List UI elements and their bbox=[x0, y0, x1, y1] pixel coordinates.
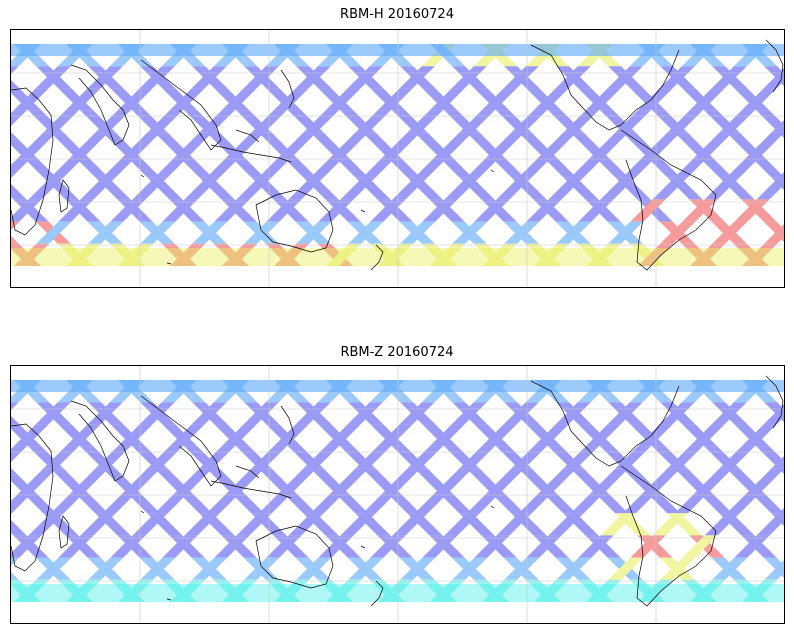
gridlines bbox=[11, 30, 784, 287]
coastlines bbox=[11, 375, 784, 607]
swath-layer bbox=[11, 380, 784, 602]
map-bottom bbox=[10, 365, 785, 624]
swath-layer bbox=[11, 44, 784, 266]
coastlines bbox=[11, 39, 784, 271]
map-svg-top bbox=[11, 30, 784, 287]
panel-title-bottom: RBM-Z 20160724 bbox=[340, 345, 454, 360]
map-svg-bottom bbox=[11, 366, 784, 623]
panel-title-top: RBM-H 20160724 bbox=[340, 7, 454, 22]
map-top bbox=[10, 29, 785, 288]
gridlines bbox=[11, 366, 784, 623]
